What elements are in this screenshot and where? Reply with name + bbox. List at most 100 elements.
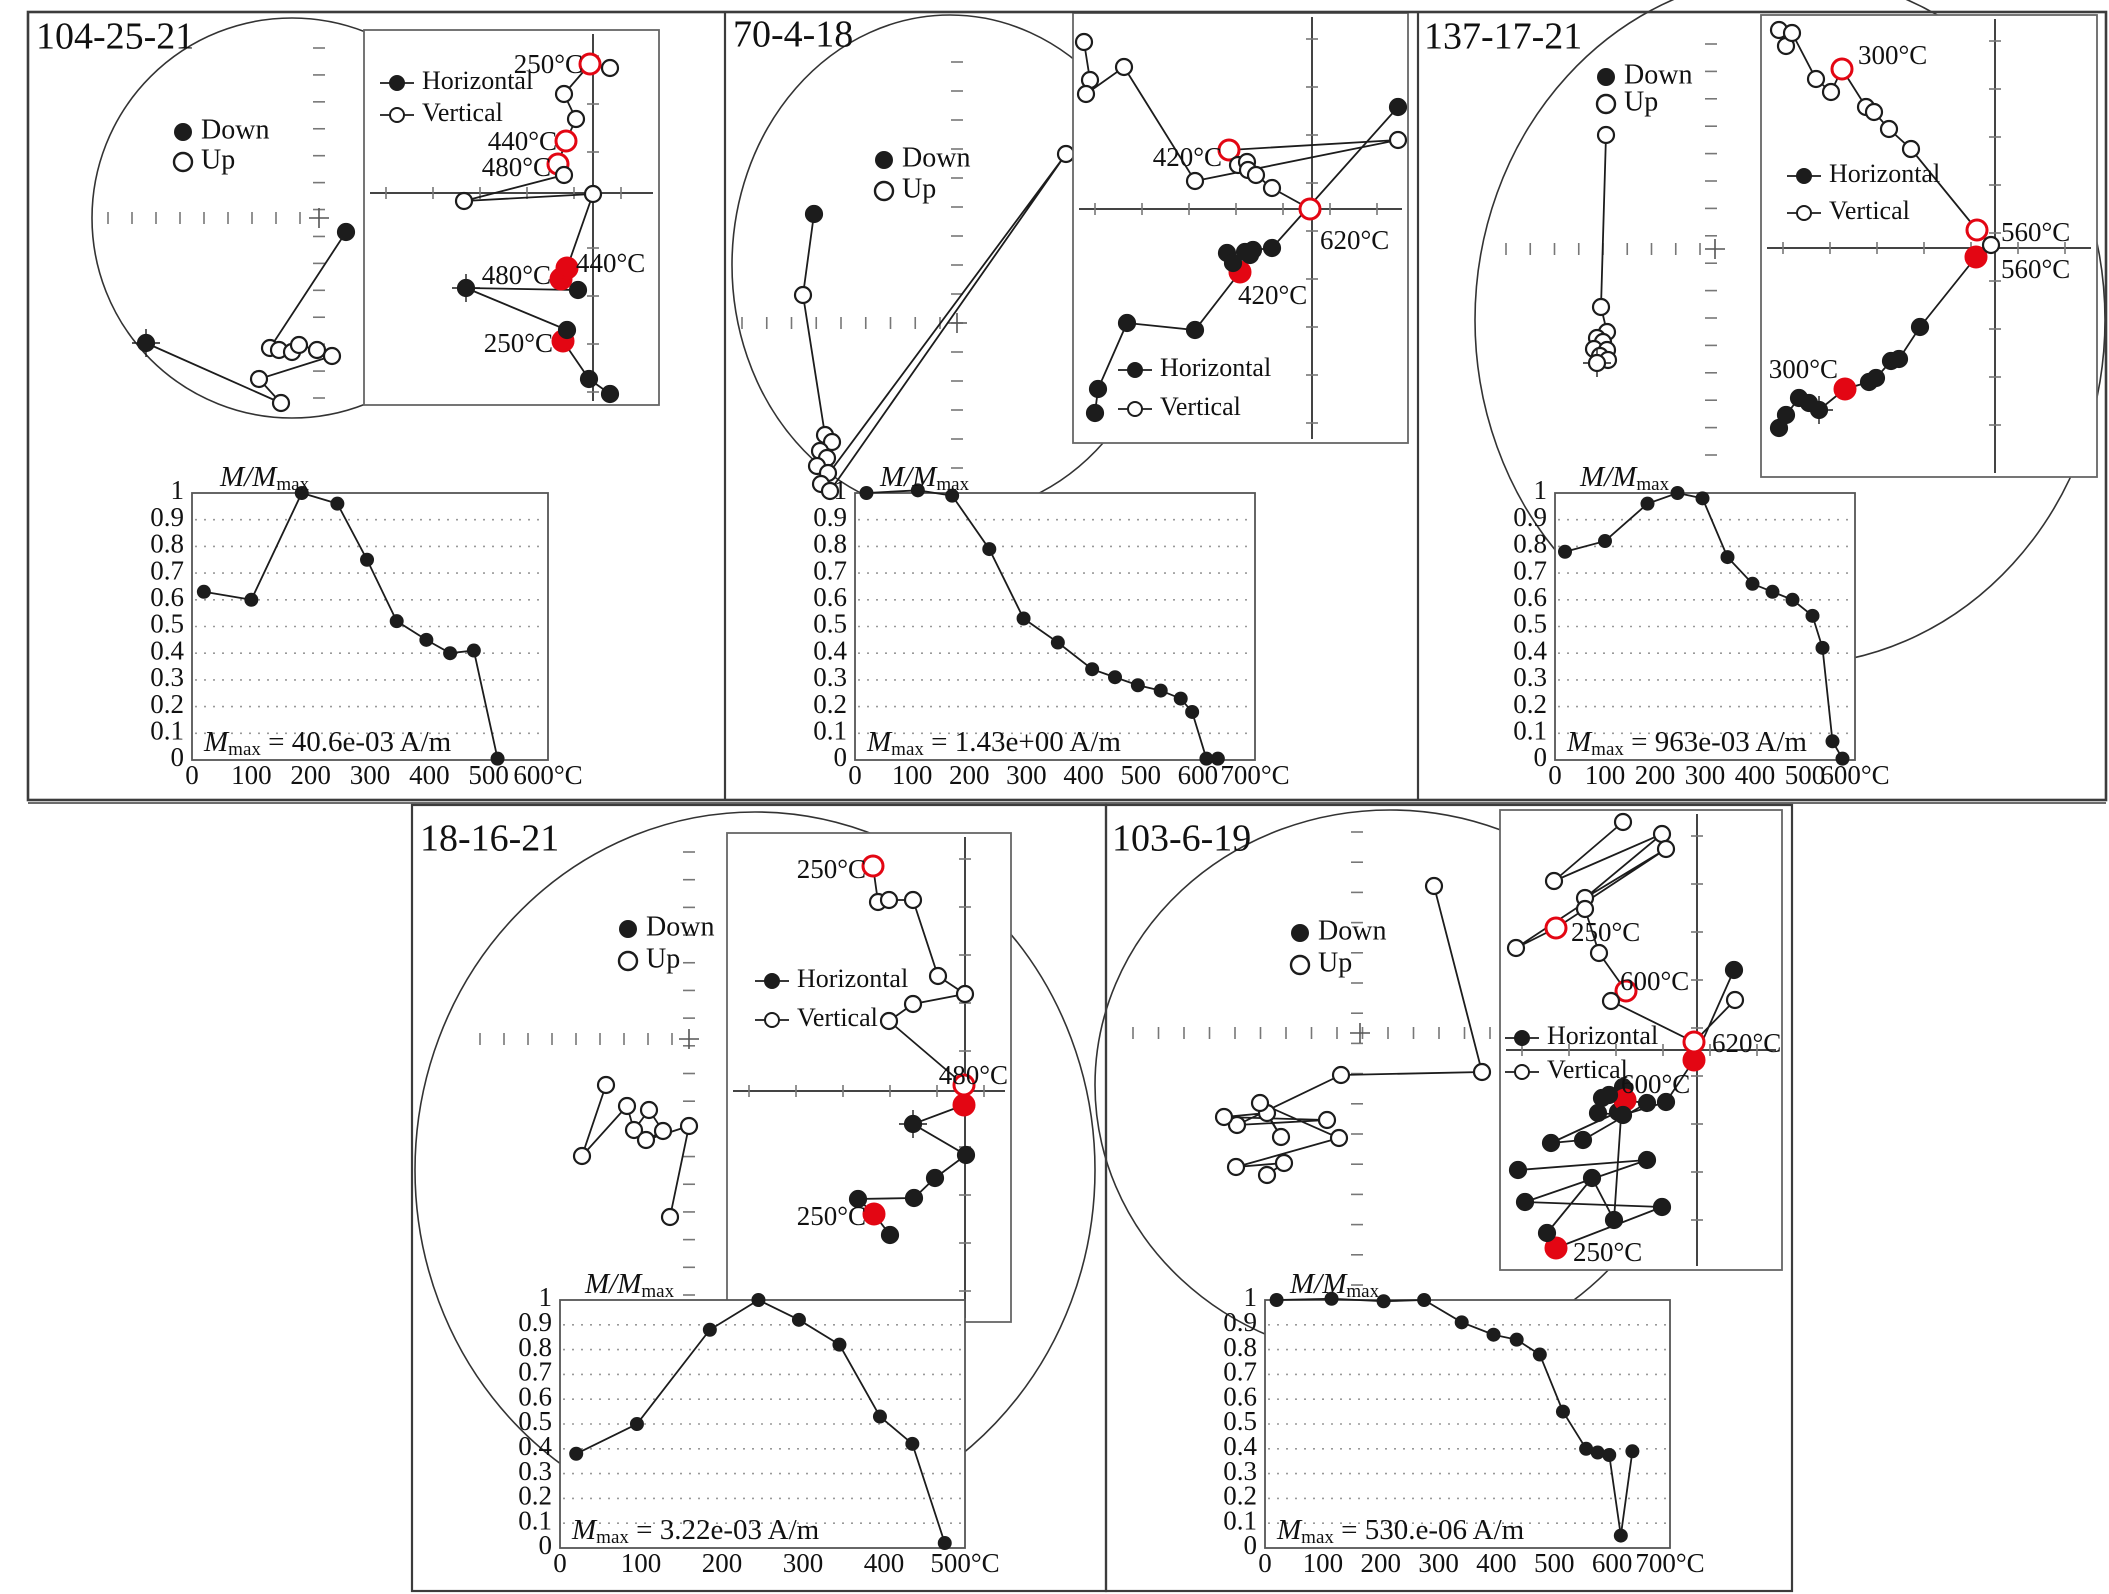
- temp-label: 600°C: [1620, 966, 1689, 996]
- y-tick-label: 0.7: [150, 555, 184, 585]
- up-label: Up: [1624, 86, 1658, 117]
- y-tick-label: 0.3: [1513, 662, 1547, 692]
- open-data-point: [1262, 178, 1282, 198]
- m-ratio-label: M/Mmax: [584, 1268, 675, 1303]
- y-tick-label: 0.4: [518, 1431, 552, 1461]
- open-data-point: [879, 890, 899, 910]
- mmax-annotation: Mmax = 40.6e-03 A/m: [203, 726, 452, 761]
- open-data-point: [1472, 1062, 1492, 1082]
- y-tick-label: 0.7: [813, 555, 847, 585]
- hv-legend: Horizontal Vertical: [755, 964, 908, 1032]
- open-data-point: [1879, 119, 1899, 139]
- temp-label: 440°C: [488, 126, 557, 156]
- vertical-marker-icon: [1127, 401, 1143, 417]
- open-data-point: [554, 84, 574, 104]
- decay-point: [1210, 751, 1225, 766]
- filled-data-point: [136, 333, 156, 353]
- x-tick-label: 600°C: [513, 760, 582, 790]
- y-tick-label: 0.5: [518, 1406, 552, 1436]
- filled-data-point: [579, 369, 599, 389]
- filled-data-point: [1637, 1150, 1657, 1170]
- filled-data-point: [1262, 238, 1282, 258]
- x-tick-label: 500: [1785, 760, 1826, 790]
- decay-point: [1670, 486, 1685, 500]
- filled-data-point: [848, 1189, 868, 1209]
- red-open-data-point: [1830, 57, 1854, 81]
- decay-point: [1153, 683, 1168, 698]
- temp-label: 620°C: [1320, 225, 1389, 255]
- decay-point: [1486, 1327, 1501, 1342]
- open-data-point: [1782, 23, 1802, 43]
- y-tick-label: 0.8: [518, 1332, 552, 1362]
- decay-point: [702, 1322, 717, 1337]
- open-data-point: [271, 393, 291, 413]
- open-data-point: [1250, 1093, 1270, 1113]
- hv-legend: Horizontal Vertical: [1118, 353, 1271, 421]
- m-ratio-label: M/Mmax: [219, 461, 310, 496]
- filled-data-point: [1910, 317, 1930, 337]
- down-filled-icon: [619, 920, 637, 938]
- decay-point: [443, 646, 458, 661]
- y-tick-label: 1: [834, 475, 848, 505]
- y-tick-label: 0.8: [1223, 1332, 1257, 1362]
- filled-data-point: [1508, 1160, 1528, 1180]
- x-tick-label: 400: [1735, 760, 1776, 790]
- open-data-point: [1613, 812, 1633, 832]
- filled-data-point: [1604, 1210, 1624, 1230]
- decay-point: [1625, 1444, 1640, 1459]
- y-tick-label: 0.6: [150, 582, 184, 612]
- decay-point: [1269, 1293, 1284, 1307]
- x-tick-label: 100: [621, 1548, 662, 1578]
- down-label: Down: [646, 911, 714, 942]
- horizontal-legend-label: Horizontal: [1829, 159, 1940, 188]
- filled-data-point: [1117, 313, 1137, 333]
- down-filled-icon: [1597, 68, 1615, 86]
- vertical-legend-label: Vertical: [1160, 392, 1241, 421]
- decay-point: [791, 1312, 806, 1327]
- x-tick-label: 400: [1476, 1548, 1517, 1578]
- y-tick-label: 0.8: [813, 529, 847, 559]
- m-ratio-label: M/Mmax: [1289, 1268, 1380, 1303]
- vertical-legend-label: Vertical: [1547, 1055, 1628, 1084]
- decay-point: [419, 632, 434, 647]
- red-filled-data-point: [555, 256, 579, 280]
- filled-data-point: [1573, 1130, 1593, 1150]
- x-tick-label: 0: [1258, 1548, 1272, 1578]
- red-open-data-point: [1614, 979, 1638, 1003]
- decay-point: [1185, 704, 1200, 719]
- decay-point: [569, 1446, 584, 1461]
- zijderveld-inset: 250°C440°C480°C440°C480°C250°CHorizontal…: [363, 29, 660, 406]
- decay-point: [1835, 751, 1850, 766]
- decay-point: [1417, 1293, 1432, 1307]
- y-tick-label: 0: [1244, 1530, 1258, 1560]
- open-data-point: [793, 285, 813, 305]
- x-tick-label: 600: [1592, 1548, 1633, 1578]
- intensity-plot: 00.10.20.30.40.50.60.70.80.91 0 100 200 300 4…: [813, 461, 1289, 791]
- open-data-point: [1424, 876, 1444, 896]
- vertical-marker-icon: [1796, 205, 1812, 221]
- down-filled-icon: [875, 151, 893, 169]
- open-data-point: [1271, 1127, 1291, 1147]
- temp-label: 250°C: [1573, 1237, 1642, 1267]
- sample-id-title: 70-4-18: [733, 13, 853, 55]
- red-open-data-point: [861, 854, 885, 878]
- decay-point: [1555, 1404, 1570, 1419]
- open-data-point: [1544, 871, 1564, 891]
- decay-point: [330, 496, 345, 511]
- zijderveld-inset: 250°C 480°C 250°C Horizontal Vertical: [726, 832, 1012, 1323]
- temp-label: 250°C: [1571, 917, 1640, 947]
- open-data-point: [822, 432, 842, 452]
- hv-legend: Horizontal Vertical: [1787, 159, 1940, 225]
- open-data-point: [679, 1116, 699, 1136]
- decay-point: [872, 1409, 887, 1424]
- y-tick-label: 0.7: [1513, 555, 1547, 585]
- panel-104-25-21: DownUp250°C440°C480°C440°C480°C250°CHori…: [36, 15, 660, 790]
- filled-data-point: [1599, 1085, 1619, 1105]
- open-data-point: [903, 890, 923, 910]
- zijderveld-inset: 250°C 600°C 620°C 600°C 250°C Horizontal Verti…: [1499, 809, 1783, 1271]
